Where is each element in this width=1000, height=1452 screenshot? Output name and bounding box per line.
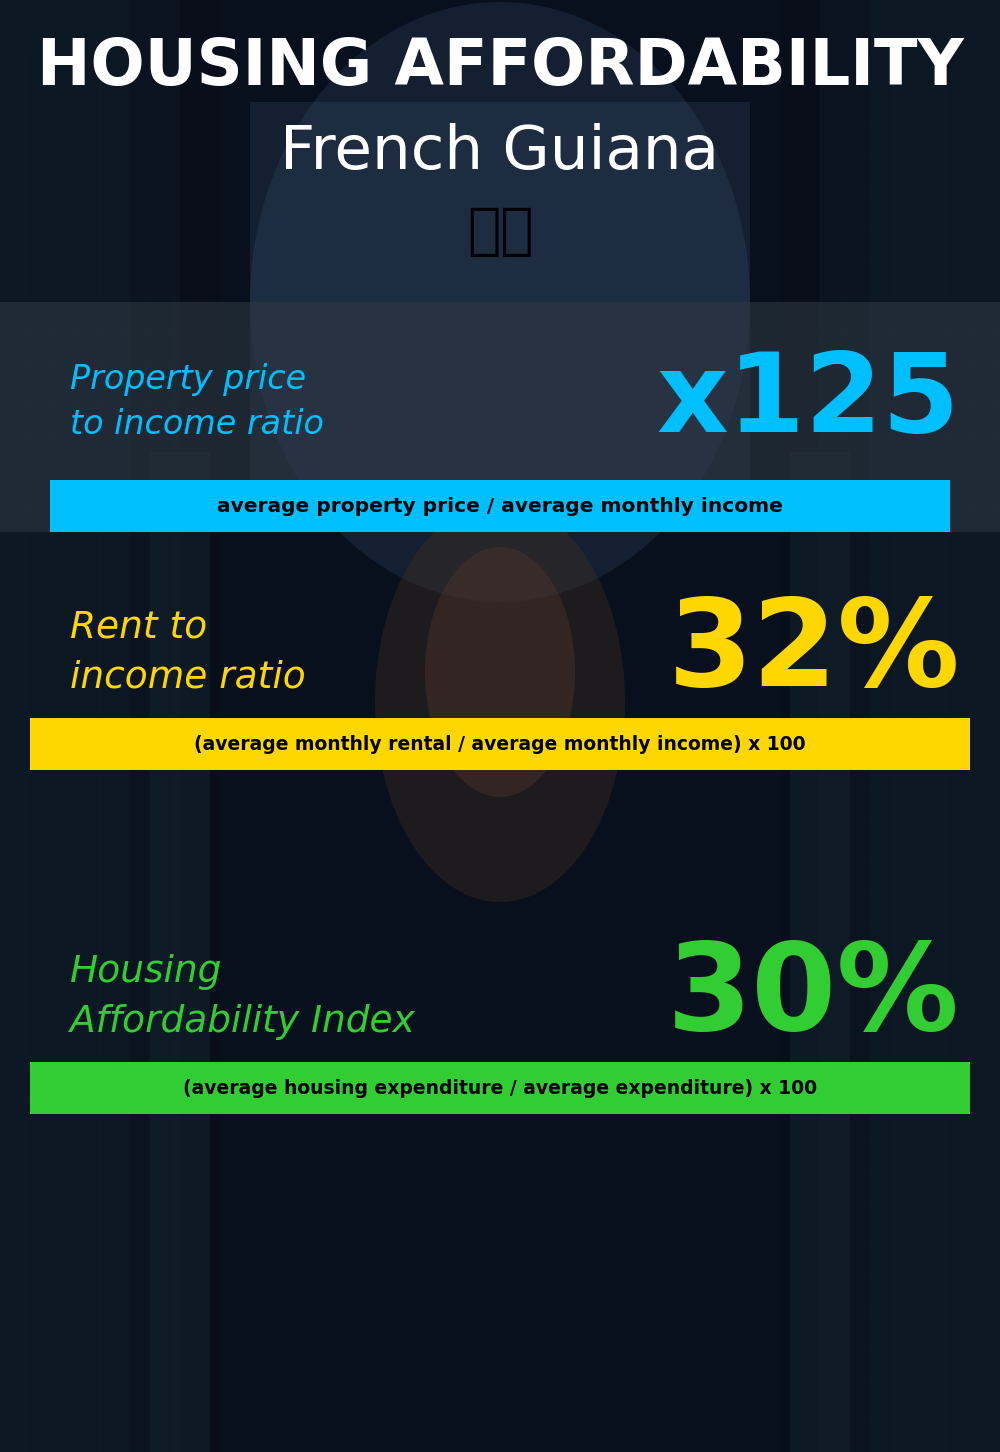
Bar — [50, 481, 950, 531]
Bar — [0, 0, 130, 1452]
Text: Property price
to income ratio: Property price to income ratio — [70, 363, 324, 441]
Ellipse shape — [375, 502, 625, 902]
Text: Rent to
income ratio: Rent to income ratio — [70, 608, 306, 696]
Text: Housing
Affordability Index: Housing Affordability Index — [70, 954, 415, 1040]
Bar — [820, 0, 1000, 1452]
Text: HOUSING AFFORDABILITY: HOUSING AFFORDABILITY — [37, 36, 963, 97]
Bar — [0, 302, 1000, 531]
Bar — [0, 0, 180, 1452]
Bar — [150, 452, 210, 1452]
Bar — [790, 452, 850, 1452]
Bar — [870, 0, 1000, 1452]
Ellipse shape — [250, 1, 750, 603]
Ellipse shape — [425, 547, 575, 797]
Bar — [250, 102, 750, 502]
Text: x125: x125 — [657, 348, 960, 456]
Bar — [220, 0, 780, 1452]
Bar — [0, 562, 1000, 742]
Text: 32%: 32% — [667, 594, 960, 710]
Text: French Guiana: French Guiana — [280, 122, 720, 182]
Bar — [30, 717, 970, 770]
Text: (average monthly rental / average monthly income) x 100: (average monthly rental / average monthl… — [194, 735, 806, 754]
Text: average property price / average monthly income: average property price / average monthly… — [217, 497, 783, 515]
Text: (average housing expenditure / average expenditure) x 100: (average housing expenditure / average e… — [183, 1079, 817, 1098]
Text: 30%: 30% — [667, 938, 960, 1056]
Text: 🇶🇫: 🇶🇫 — [467, 205, 533, 258]
Bar — [30, 1061, 970, 1114]
